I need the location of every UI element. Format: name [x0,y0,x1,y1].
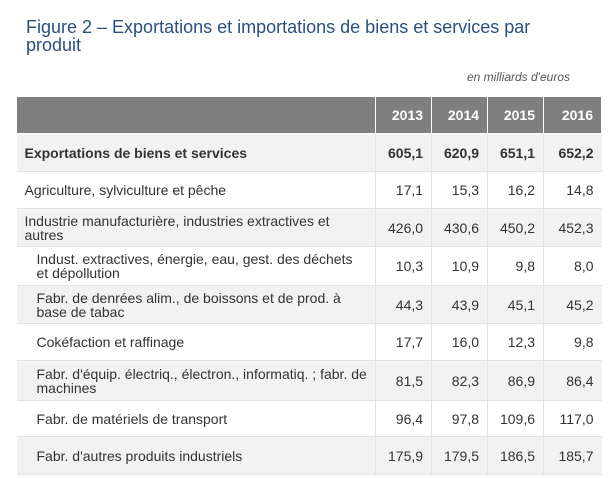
row-label: Agriculture, sylviculture et pêche [16,171,376,209]
cell-value: 16,0 [431,323,488,361]
cell-value: 452,3 [543,208,602,247]
cell-value: 175,9 [375,436,432,475]
table-row: Exportations de biens et services 605,1 … [16,133,602,172]
cell-value: 179,5 [431,436,488,475]
cell-value: 45,1 [487,285,544,324]
cell-value: 12,3 [487,323,544,361]
table-row: Fabr. d'équip. électriq., électron., inf… [16,360,602,401]
table-row: Cokéfaction et raffinage 17,7 16,0 12,3 … [16,323,602,361]
cell-value: 426,0 [375,208,432,247]
cell-value: 17,1 [375,171,432,209]
cell-value: 605,1 [375,133,432,172]
header-year: 2014 [431,96,489,134]
table-row: Indust. extractives, énergie, eau, gest.… [16,246,602,286]
unit-note: en milliards d'euros [466,70,570,84]
table-row: Fabr. de denrées alim., de boissons et d… [16,285,602,324]
cell-value: 43,9 [431,285,488,324]
row-label: Indust. extractives, énergie, eau, gest.… [16,246,376,286]
table-row: Agriculture, sylviculture et pêche 17,1 … [16,171,602,209]
cell-value: 9,8 [543,323,602,361]
row-label: Fabr. d'autres produits industriels [16,436,376,475]
cell-value: 17,7 [375,323,432,361]
table-header-row: 2013 2014 2015 2016 [15,96,602,134]
table-row: Industrie manufacturière, industries ext… [16,208,602,247]
cell-value: 82,3 [431,360,488,401]
cell-value: 15,3 [431,171,488,209]
cell-value: 109,6 [487,400,544,437]
header-label-cell [15,96,377,134]
cell-value: 10,3 [375,246,432,286]
cell-value: 450,2 [487,208,544,247]
cell-value: 96,4 [375,400,432,437]
cell-value: 10,9 [431,246,488,286]
cell-value: 86,9 [487,360,544,401]
cell-value: 9,8 [487,246,544,286]
cell-value: 620,9 [431,133,488,172]
cell-value: 16,2 [487,171,544,209]
row-label: Industrie manufacturière, industries ext… [16,208,376,247]
cell-value: 97,8 [431,400,488,437]
cell-value: 652,2 [543,133,602,172]
cell-value: 14,8 [543,171,602,209]
table-row: Fabr. d'autres produits industriels 175,… [16,436,602,475]
cell-value: 430,6 [431,208,488,247]
row-label: Exportations de biens et services [16,133,376,172]
cell-value: 44,3 [375,285,432,324]
cell-value: 81,5 [375,360,432,401]
header-year: 2015 [487,96,545,134]
cell-value: 651,1 [487,133,544,172]
row-label: Fabr. de denrées alim., de boissons et d… [16,285,376,324]
header-year: 2016 [543,96,602,134]
cell-value: 45,2 [543,285,602,324]
figure-title: Figure 2 – Exportations et importations … [26,17,531,55]
table-row: Fabr. de matériels de transport 96,4 97,… [16,400,602,437]
data-table: 2013 2014 2015 2016 Exportations de bien… [15,96,602,475]
cell-value: 186,5 [487,436,544,475]
cell-value: 185,7 [543,436,602,475]
header-year: 2013 [375,96,433,134]
row-label: Fabr. de matériels de transport [16,400,376,437]
cell-value: 117,0 [543,400,602,437]
row-label: Fabr. d'équip. électriq., électron., inf… [16,360,376,401]
cell-value: 86,4 [543,360,602,401]
row-label: Cokéfaction et raffinage [16,323,376,361]
cell-value: 8,0 [543,246,602,286]
